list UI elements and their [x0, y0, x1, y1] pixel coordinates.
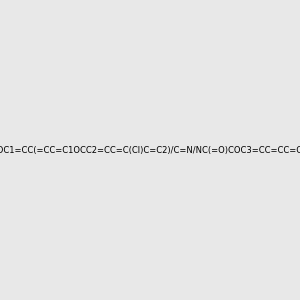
- Text: CCOC1=CC(=CC=C1OCC2=CC=C(Cl)C=C2)/C=N/NC(=O)COC3=CC=CC=C3C: CCOC1=CC(=CC=C1OCC2=CC=C(Cl)C=C2)/C=N/NC…: [0, 146, 300, 154]
